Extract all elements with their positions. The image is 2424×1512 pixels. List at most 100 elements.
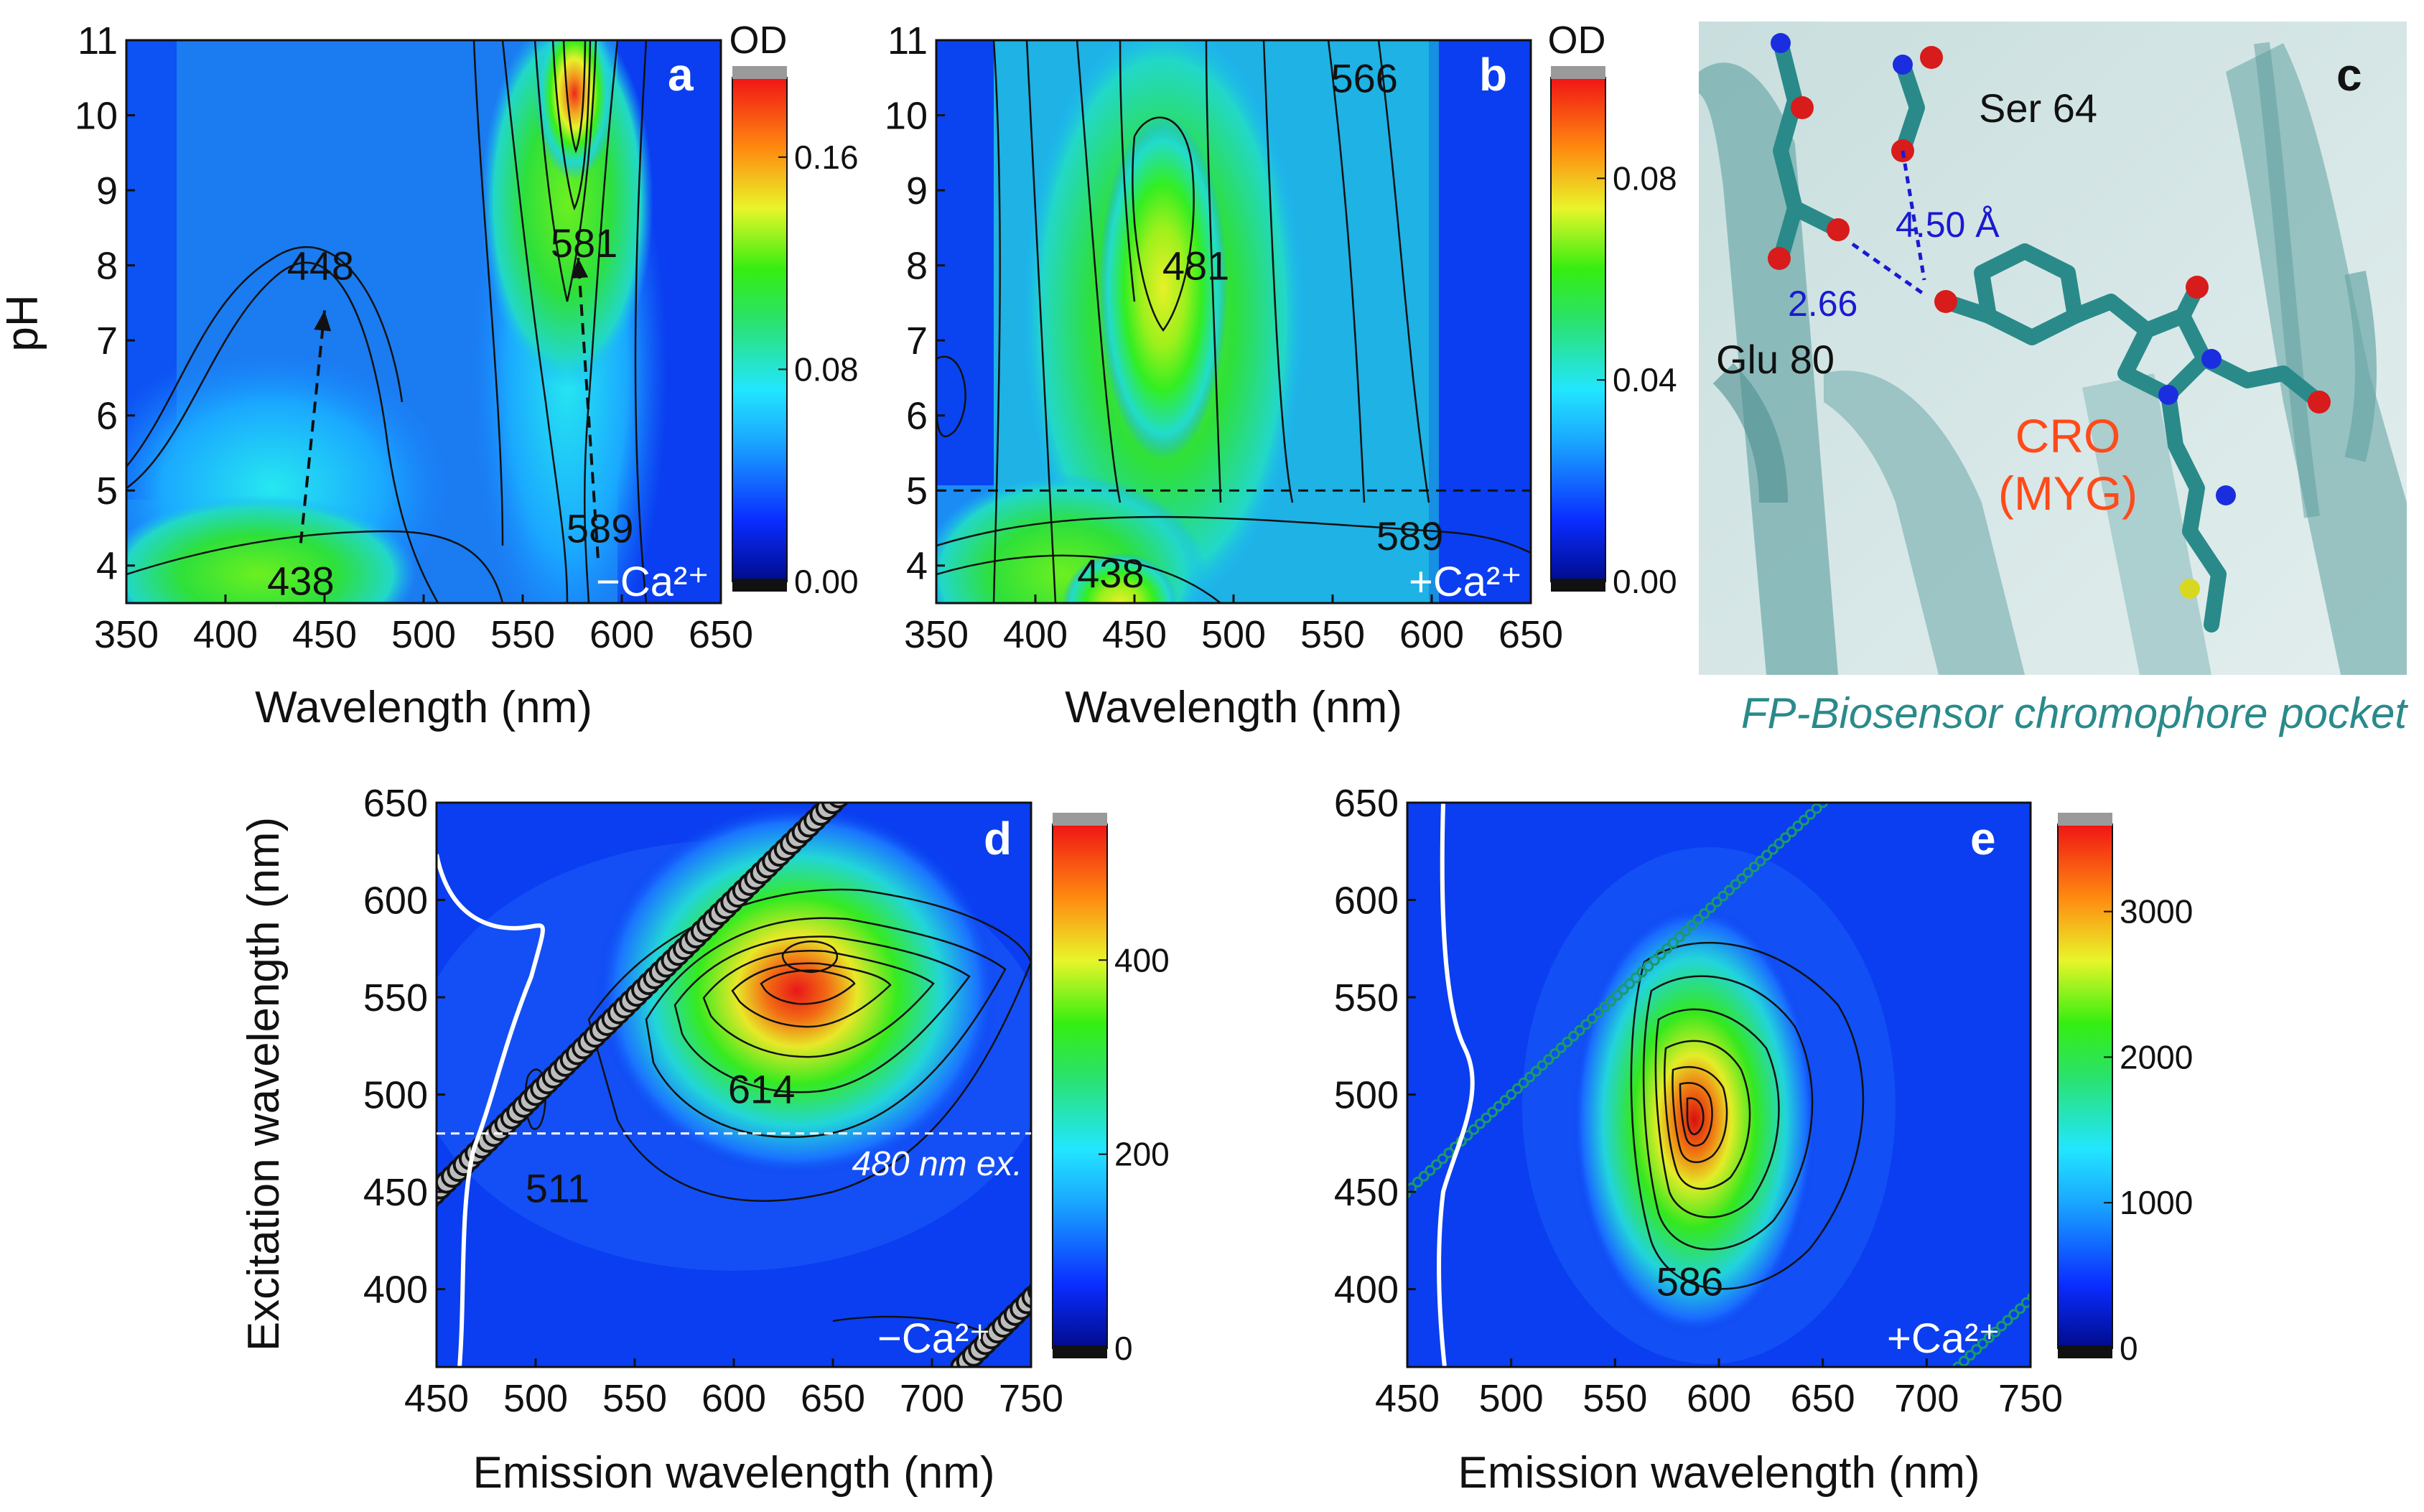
structure-caption: FP-Biosensor chromophore pocket bbox=[1741, 689, 2408, 737]
panel-e-colorbar-tick-label: 2000 bbox=[2120, 1038, 2193, 1075]
panel-e-diagonal-point bbox=[1418, 1170, 1430, 1182]
distance-ser64: 4.50 Å bbox=[1896, 205, 2000, 245]
panel-e-diagonal-point bbox=[1511, 1083, 1523, 1094]
panel-b-xtick-label: 350 bbox=[904, 613, 969, 656]
panel-e-diagonal-point bbox=[1474, 1118, 1486, 1129]
panel-b-ytick-label: 6 bbox=[906, 395, 928, 438]
panel-d-xtick-label: 700 bbox=[900, 1377, 964, 1420]
panel-b-label: b bbox=[1479, 49, 1507, 101]
panel-e-xtick-label: 600 bbox=[1687, 1377, 1751, 1420]
panel-e-diagonal-point bbox=[1580, 1019, 1592, 1030]
panel-e-diagonal-point bbox=[1686, 920, 1697, 931]
panel-a-ytick-label: 6 bbox=[96, 395, 118, 438]
panel-b-heatmap bbox=[936, 40, 1531, 603]
panel-e-diagonal-point bbox=[1786, 826, 1797, 838]
panel-a-contours bbox=[126, 40, 648, 603]
panel-a-xtick-label: 350 bbox=[94, 613, 159, 656]
panel-e-diagonal-point bbox=[1748, 861, 1760, 872]
panel-e-diagonal-point bbox=[1952, 1361, 1964, 1367]
panel-b-peak-label: 589 bbox=[1376, 513, 1443, 559]
panel-e-contours bbox=[1630, 941, 1865, 1290]
chromophore-sticks bbox=[1773, 35, 2327, 633]
panel-d-absorption-curve bbox=[437, 854, 545, 1367]
panel-b-xtick-label: 650 bbox=[1498, 613, 1563, 656]
panel-a-colorbar-ticks: 0.00 0.08 0.16 bbox=[778, 139, 859, 600]
panel-a-colorbar-title: OD bbox=[729, 19, 788, 62]
panel-e-diagonal-point bbox=[1599, 1002, 1610, 1013]
panel-e-ytick-label: 500 bbox=[1334, 1074, 1399, 1117]
panel-e-peak-label: 586 bbox=[1656, 1259, 1723, 1305]
cro-residue-label: (MYG) bbox=[1998, 467, 2138, 520]
panel-d-ylabel: Excitation wavelength (nm) bbox=[239, 817, 289, 1351]
panel-e-diagonal-point bbox=[1555, 1042, 1567, 1054]
panel-d-contours bbox=[524, 888, 1031, 1337]
panel-e-xtick-label: 700 bbox=[1894, 1377, 1959, 1420]
panel-e-diagonal-point bbox=[1630, 972, 1641, 984]
panel-b-ytick-label: 11 bbox=[887, 19, 928, 62]
panel-e-diagonal-point bbox=[1443, 1147, 1455, 1159]
panel-e-ytick-label: 650 bbox=[1334, 782, 1399, 825]
panel-e-colorbar-tick-label: 3000 bbox=[2120, 893, 2193, 930]
panel-b-colorbar: OD bbox=[1548, 19, 1606, 592]
panel-e-colorbar-ticks: 0 1000 2000 3000 bbox=[2104, 893, 2193, 1367]
panel-d-ytick-label: 550 bbox=[363, 976, 428, 1019]
panel-e-diagonal-point bbox=[1587, 1013, 1598, 1025]
panel-e-diagonal-point bbox=[1705, 902, 1716, 913]
panel-e-scatter-diagonal bbox=[1407, 803, 2056, 1367]
panel-d-colorbar-tick-label: 400 bbox=[1114, 941, 1170, 979]
panel-a-arrow-shaft bbox=[299, 310, 326, 543]
panel-b-xtick-label: 500 bbox=[1201, 613, 1266, 656]
panel-e-diagonal-point bbox=[1661, 943, 1673, 954]
panel-d-xtick-label: 550 bbox=[602, 1377, 667, 1420]
panel-d-peak-label: 614 bbox=[728, 1066, 795, 1111]
panel-a-arrow-shaft bbox=[577, 258, 600, 559]
hbonds bbox=[1851, 150, 1926, 297]
panel-e-diagonal-point bbox=[1995, 1320, 2007, 1332]
panel-e-diagonal-point bbox=[1562, 1036, 1573, 1047]
panel-b-xtick-label: 450 bbox=[1102, 613, 1167, 656]
panel-e-diagonal-point bbox=[1611, 989, 1623, 1001]
panel-d-xtick-label: 600 bbox=[701, 1377, 766, 1420]
panel-e-diagonal-point bbox=[1792, 821, 1804, 832]
panel-e-diagonal-point bbox=[1655, 948, 1666, 960]
panel-a-ytick-label: 8 bbox=[96, 245, 118, 288]
panel-d-peaks: 614 511 bbox=[526, 1066, 796, 1210]
panel-e-xtick-label: 550 bbox=[1582, 1377, 1647, 1420]
panel-d-xtick-label: 500 bbox=[503, 1377, 568, 1420]
panel-b-ytick-label: 5 bbox=[906, 470, 928, 513]
panel-d bbox=[435, 801, 1032, 1368]
panel-b-peak-label: 438 bbox=[1077, 551, 1144, 596]
panel-e-diagonal-point bbox=[2047, 1275, 2056, 1284]
panel-d-label: d bbox=[984, 813, 1012, 864]
panel-a-xtick-label: 450 bbox=[292, 613, 357, 656]
panel-b-xtick-label: 600 bbox=[1399, 613, 1464, 656]
panel-b-ytick-label: 8 bbox=[906, 245, 928, 288]
panel-a-xtick-label: 650 bbox=[689, 613, 753, 656]
panel-c: Ser 64 Glu 80 CRO (MYG) 4.50 Å 2.66 c FP… bbox=[1699, 22, 2408, 737]
panel-d-ytick-label: 500 bbox=[363, 1074, 428, 1117]
panel-b-xlabel: Wavelength (nm) bbox=[1065, 683, 1402, 732]
panel-b-ytick-label: 10 bbox=[885, 95, 928, 138]
panel-e-diagonal-point bbox=[1717, 890, 1729, 902]
panel-b-peak-label: 481 bbox=[1162, 243, 1229, 289]
panel-b-peaks: 481 438 566 589 bbox=[1077, 55, 1443, 596]
panel-d-diagonal-point bbox=[829, 803, 849, 808]
panel-c-label: c bbox=[2336, 49, 2362, 101]
panel-e-colorbar-tick-label: 0 bbox=[2120, 1330, 2138, 1367]
panel-a-arrow-head bbox=[314, 310, 332, 332]
panel-e-diagonal-point bbox=[1549, 1048, 1560, 1060]
panel-d-ytick-label: 400 bbox=[363, 1269, 428, 1312]
panel-d-colorbar bbox=[1052, 813, 1108, 1358]
panel-a-xtick-label: 600 bbox=[589, 613, 654, 656]
residue-ser64: Ser 64 bbox=[1979, 85, 2097, 131]
panel-e-diagonal-point bbox=[1537, 1060, 1548, 1071]
panel-d-colorbar-ticks: 0 200 400 bbox=[1099, 941, 1170, 1367]
panel-e-diagonal-point bbox=[1506, 1089, 1517, 1101]
structure-image bbox=[1699, 22, 2407, 675]
panel-e-diagonal-point bbox=[1971, 1344, 1982, 1355]
panel-a-colorbar-tick-label: 0.16 bbox=[794, 139, 859, 176]
panel-a-heatmap bbox=[126, 40, 721, 603]
panel-e-diagonal-point bbox=[1817, 803, 1829, 808]
panel-d-xtick-label: 750 bbox=[999, 1377, 1063, 1420]
panel-e-diagonal-point bbox=[2041, 1281, 2049, 1289]
